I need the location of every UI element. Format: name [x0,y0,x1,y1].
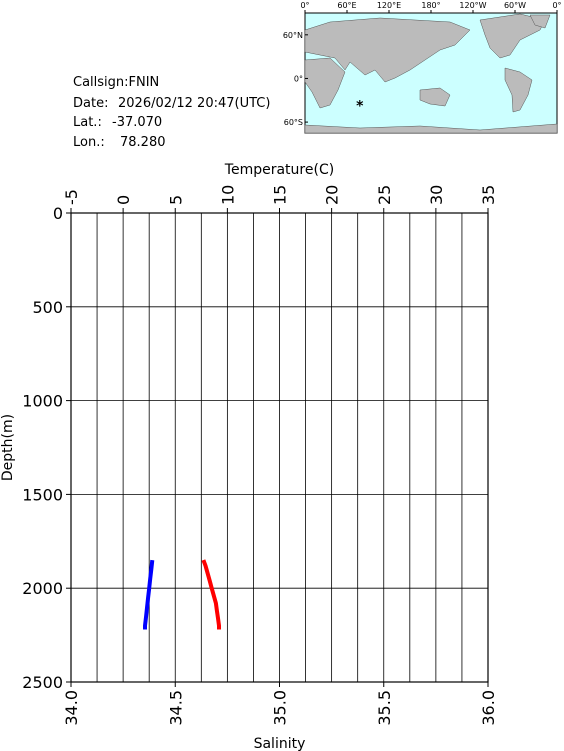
x2-tick-label: -5 [62,189,81,205]
y-tick-label: 500 [32,298,63,317]
x-tick-label: 34.0 [62,690,81,726]
y-axis-title: Depth(m) [0,414,16,481]
map-lat-label: 60°S [284,118,303,127]
x2-tick-label: 10 [218,185,237,205]
map-lon-label: 60°W [504,1,526,10]
world-map [304,12,558,134]
lat: -37.070 [112,115,162,130]
y-tick-label: 2000 [22,579,63,598]
continents [304,13,558,134]
y-tick-label: 2500 [22,673,63,692]
x2-tick-label: 35 [479,185,498,205]
x2-tick-label: 30 [427,185,446,205]
x2-tick-label: 5 [166,195,185,205]
profile-line [201,559,221,630]
x-axis-title: Salinity [254,736,306,751]
map-lon-label: 120°W [459,1,486,10]
lon-label: Lon.: [73,135,105,150]
plot-frame [70,212,489,683]
y-tick-label: 0 [53,204,63,223]
lat-label: Lat.: [73,115,102,130]
x-tick-label: 34.5 [166,690,185,726]
map-lon-label: 180° [421,1,440,10]
callsign: Callsign:FNIN [73,75,159,90]
x2-tick-label: 20 [323,185,342,205]
map-lon-label: 120°E [377,1,401,10]
x2-tick-label: 15 [271,185,290,205]
y-tick-label: 1500 [22,485,63,504]
x-tick-label: 35.5 [375,690,394,726]
date-label: Date: [73,96,108,111]
x-tick-label: 35.0 [271,690,290,726]
info-block: Callsign:FNIN Date: 2026/02/12 20:47(UTC… [73,75,270,150]
map-lat-label: 0° [294,74,303,83]
x2-tick-label: 25 [375,185,394,205]
map-lat-label: 60°N [283,31,303,40]
profile-line [143,559,155,630]
map-lon-label: 60°E [337,1,356,10]
lon: 78.280 [120,135,166,150]
x2-tick-label: 0 [114,195,133,205]
y-tick-label: 1000 [22,392,63,411]
map-lon-label: 0° [300,1,309,10]
x2-axis-title: Temperature(C) [224,162,334,178]
date: 2026/02/12 20:47(UTC) [118,96,270,111]
map-lon-label: 0° [552,1,561,10]
ship-marker: * [356,98,364,114]
x-tick-label: 36.0 [479,690,498,726]
